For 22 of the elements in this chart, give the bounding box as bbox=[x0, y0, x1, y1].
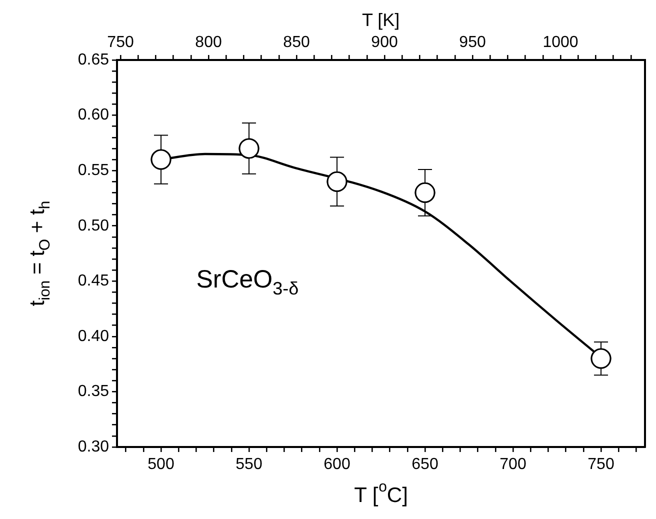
y-tick-label: 0.40 bbox=[78, 328, 110, 345]
x-tick-label: 500 bbox=[148, 456, 174, 474]
x-tick-label: 550 bbox=[236, 456, 262, 474]
x2-tick-label: 1000 bbox=[542, 34, 578, 51]
x2-tick-label: 950 bbox=[459, 34, 486, 51]
y-tick-label: 0.55 bbox=[78, 162, 110, 179]
x2-tick-label: 750 bbox=[107, 34, 134, 51]
x-tick-label: 750 bbox=[588, 456, 614, 474]
y-axis-title: tion = tO + th bbox=[26, 200, 54, 306]
y-tick-label: 0.65 bbox=[78, 51, 110, 68]
x2-tick-label: 900 bbox=[371, 34, 398, 51]
x-tick-label: 650 bbox=[412, 456, 438, 474]
y-tick-label: 0.30 bbox=[78, 438, 110, 456]
y-tick-label: 0.35 bbox=[78, 383, 110, 400]
y-tick-label: 0.45 bbox=[78, 272, 110, 290]
x2-axis-title: T [K] bbox=[362, 10, 400, 30]
x-tick-label: 700 bbox=[500, 456, 526, 474]
x2-tick-label: 800 bbox=[195, 34, 222, 51]
y-tick-label: 0.50 bbox=[78, 217, 110, 234]
x2-tick-label: 850 bbox=[283, 34, 310, 51]
y-tick-label: 0.60 bbox=[78, 106, 110, 124]
x-tick-label: 600 bbox=[324, 456, 350, 474]
